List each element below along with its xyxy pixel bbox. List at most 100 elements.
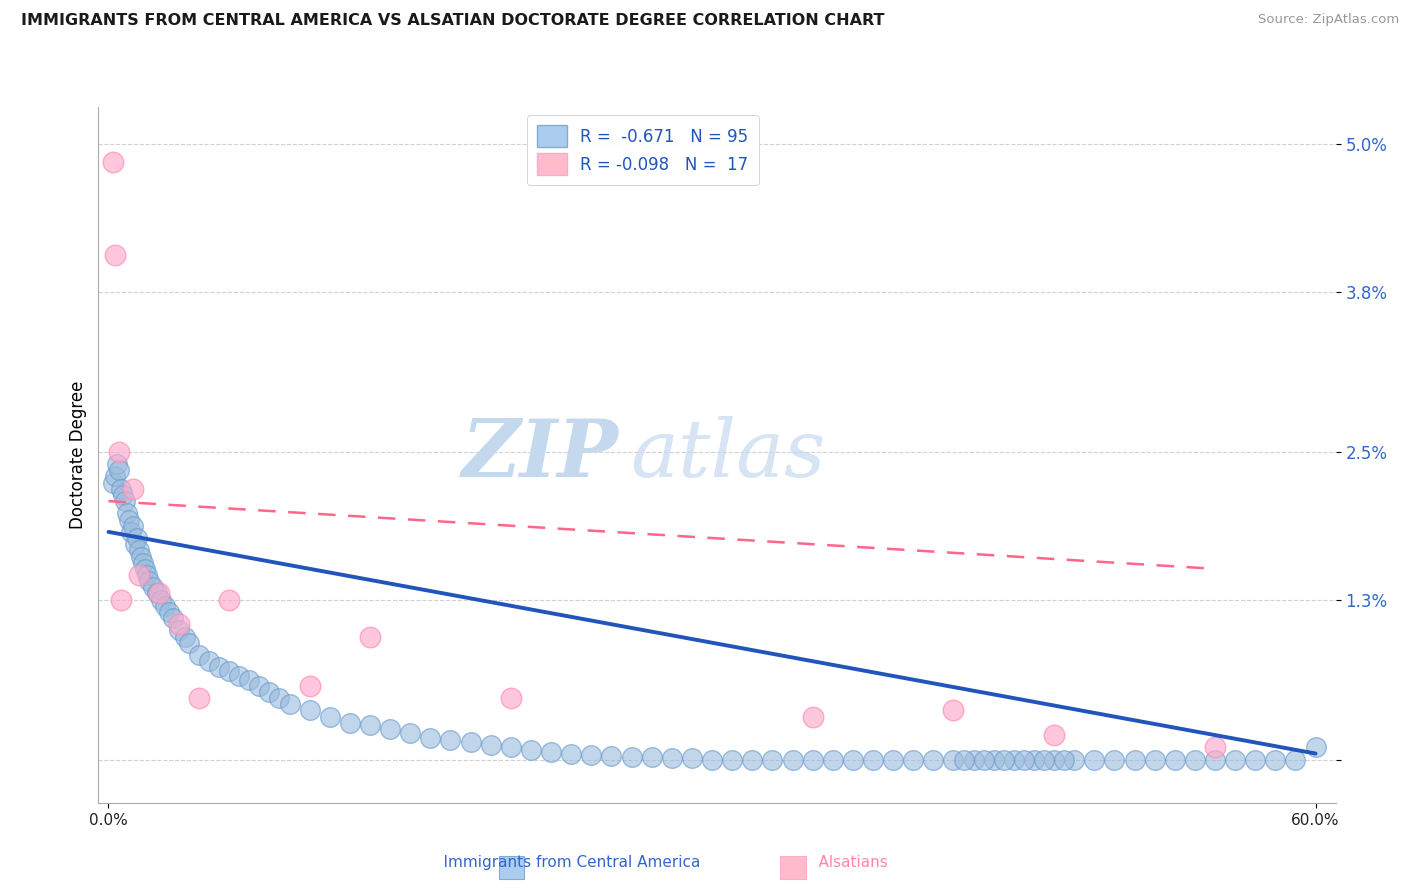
Point [620,750,643,764]
Point [339,715,361,730]
Point [399,725,422,739]
Point [278,698,301,712]
Point [259,685,281,699]
Point [138,574,160,589]
Point [419,731,441,745]
Point [110,592,132,607]
Point [882,753,904,767]
Point [842,753,865,767]
Text: IMMIGRANTS FROM CENTRAL AMERICA VS ALSATIAN DOCTORATE DEGREE CORRELATION CHART: IMMIGRANTS FROM CENTRAL AMERICA VS ALSAT… [21,13,884,29]
Point [1184,753,1206,767]
Point [101,475,124,490]
Point [983,753,1005,767]
Point [228,669,250,683]
Point [922,753,945,767]
Point [1043,728,1066,742]
Point [103,469,125,483]
Point [499,740,522,755]
Y-axis label: Doctorate Degree: Doctorate Degree [69,381,87,529]
Point [111,488,134,502]
Point [993,753,1015,767]
Point [125,531,148,545]
Point [157,605,180,619]
Point [1063,753,1085,767]
Text: Immigrants from Central America: Immigrants from Central America [425,855,700,870]
Point [700,753,723,767]
Point [298,703,321,717]
Point [153,599,176,613]
Point [148,586,170,600]
Point [124,537,146,551]
Point [821,753,844,767]
Point [129,549,152,564]
Point [942,753,965,767]
Point [1164,753,1187,767]
Point [1053,753,1076,767]
Point [1284,753,1306,767]
Text: atlas: atlas [630,417,825,493]
Point [128,568,150,582]
Point [741,753,763,767]
Point [952,753,974,767]
Point [661,751,683,765]
Point [600,749,623,764]
Point [1043,753,1066,767]
Point [540,745,562,759]
Point [1123,753,1146,767]
Point [105,457,128,471]
Point [145,586,167,600]
Point [1204,753,1226,767]
Point [782,753,804,767]
Point [903,753,925,767]
Point [1204,740,1226,755]
Point [167,624,190,638]
Point [942,703,965,717]
Point [1104,753,1126,767]
Point [1264,753,1286,767]
Point [162,611,184,625]
Point [520,743,543,757]
Point [218,664,240,678]
Point [460,735,482,749]
Point [479,738,502,752]
Point [103,248,125,262]
Point [121,482,143,496]
Point [319,709,342,723]
Point [238,673,260,687]
Point [581,747,603,762]
Point [198,654,221,668]
Point [499,691,522,706]
Point [1083,753,1105,767]
Text: Source: ZipAtlas.com: Source: ZipAtlas.com [1258,13,1399,27]
Point [114,494,136,508]
Point [1033,753,1056,767]
Point [167,617,190,632]
Point [1223,753,1246,767]
Point [174,630,197,644]
Point [134,562,156,576]
Point [1022,753,1045,767]
Point [247,679,270,693]
Point [131,556,153,570]
Point [149,592,172,607]
Point [107,463,129,477]
Point [128,543,150,558]
Point [188,691,211,706]
Point [681,751,703,765]
Point [110,482,132,496]
Point [208,660,231,674]
Point [298,679,321,693]
Text: Alsatians: Alsatians [799,855,889,870]
Point [120,524,142,539]
Point [378,722,401,736]
Point [1012,753,1035,767]
Point [973,753,995,767]
Point [962,753,984,767]
Point [1305,740,1327,755]
Point [801,753,824,767]
Point [135,568,157,582]
Point [218,592,240,607]
Point [107,445,129,459]
Point [115,507,138,521]
Point [269,691,291,706]
